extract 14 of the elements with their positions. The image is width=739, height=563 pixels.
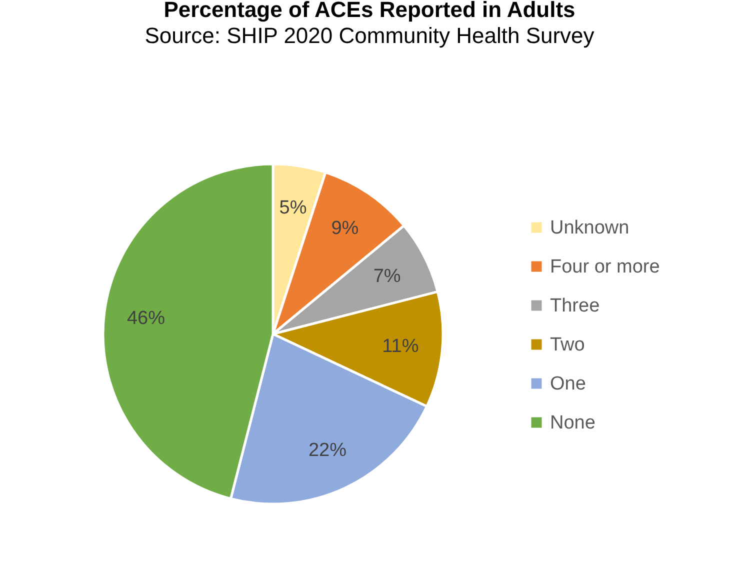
legend-label: None xyxy=(550,412,596,434)
legend-label: Three xyxy=(550,296,600,316)
legend-label: One xyxy=(550,374,586,394)
chart-title: Percentage of ACEs Reported in Adults xyxy=(164,0,576,22)
data-label: 7% xyxy=(373,266,401,287)
chart-subtitle: Source: SHIP 2020 Community Health Survey xyxy=(144,23,594,48)
data-label: 11% xyxy=(382,336,419,358)
data-label: 46% xyxy=(126,308,166,329)
legend-label: Four or more xyxy=(550,256,660,278)
legend-label: Unknown xyxy=(550,218,630,238)
data-label: 5% xyxy=(279,198,307,219)
data-label: 9% xyxy=(331,218,359,240)
legend-label: Two xyxy=(550,334,585,356)
data-label: 22% xyxy=(308,440,347,461)
